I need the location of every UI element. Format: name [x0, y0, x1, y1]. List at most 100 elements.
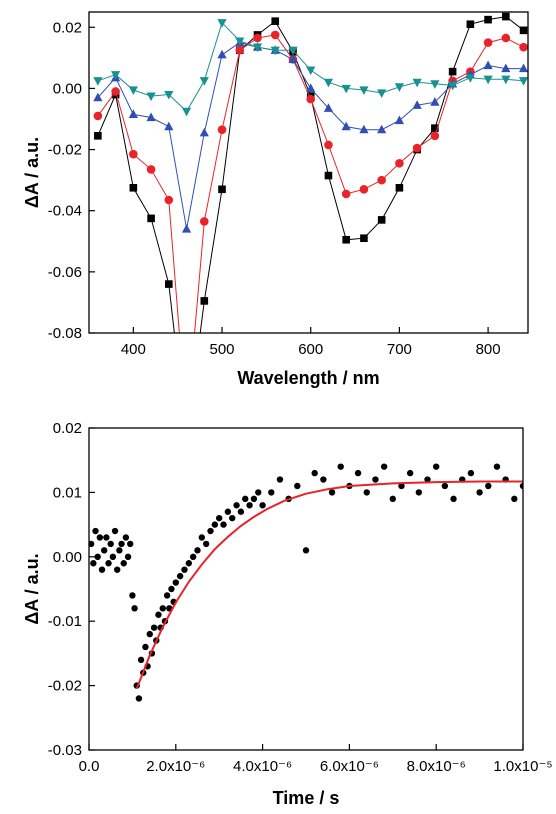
series-1-marker	[484, 15, 492, 24]
series-3-marker	[483, 60, 493, 70]
series-1-marker	[218, 185, 226, 194]
series-2-marker	[519, 42, 528, 52]
series-3-marker	[359, 124, 369, 134]
data-point	[150, 624, 158, 631]
series-4-marker	[199, 77, 209, 86]
data-point	[207, 527, 214, 535]
series-2-marker	[235, 45, 245, 55]
series-3-marker	[164, 121, 174, 131]
data-point	[168, 585, 175, 593]
series-3-marker	[306, 83, 316, 93]
series-2-marker	[377, 175, 386, 185]
data-point	[320, 476, 327, 483]
series-4-marker	[217, 19, 227, 28]
series-3-marker	[341, 121, 351, 131]
y-tick-label: 0.00	[53, 80, 82, 97]
series-4-marker	[252, 43, 263, 53]
data-point	[268, 489, 275, 496]
series-4-marker	[377, 89, 387, 99]
series-2-marker	[93, 111, 103, 121]
x-tick-label: 6.0x10⁻⁶	[320, 758, 379, 775]
series-3-marker	[288, 54, 298, 63]
data-point	[127, 540, 134, 548]
data-point	[467, 469, 475, 477]
x-tick-label: 1.0x10⁻⁵	[493, 758, 552, 775]
data-point	[433, 463, 440, 470]
x-axis-title: Wavelength / nm	[237, 368, 379, 388]
series-2-marker	[199, 217, 209, 226]
series-3-marker	[518, 63, 528, 73]
data-point	[220, 521, 227, 528]
series-4-marker	[394, 83, 405, 92]
data-point	[406, 469, 414, 477]
y-tick-label: -0.04	[48, 203, 82, 220]
series-4-marker	[235, 37, 245, 47]
series-2-marker	[253, 33, 262, 43]
data-point	[189, 553, 197, 560]
data-point	[311, 469, 318, 477]
data-point	[485, 482, 492, 490]
data-point	[92, 527, 99, 535]
y-axis-title: ΔA / a.u.	[22, 137, 42, 208]
data-point	[159, 605, 166, 612]
x-tick-label: 600	[298, 341, 323, 358]
series-3-marker	[501, 63, 511, 73]
data-point	[135, 695, 143, 702]
data-point	[116, 547, 123, 554]
data-point	[181, 566, 188, 573]
series-1-marker	[324, 171, 333, 180]
series-2-marker	[430, 131, 440, 141]
data-point	[103, 534, 110, 541]
series-2-marker	[412, 143, 422, 153]
y-tick-label: 0.00	[53, 549, 82, 566]
y-tick-label: -0.06	[48, 264, 82, 281]
series-3-marker	[93, 92, 103, 102]
data-point	[90, 560, 97, 567]
series-4-marker	[359, 86, 369, 95]
x-tick-label: 500	[210, 341, 235, 358]
y-tick-label: -0.08	[48, 325, 82, 342]
data-point	[511, 495, 518, 503]
series-4-marker	[93, 77, 103, 86]
series-4-marker	[430, 80, 440, 89]
series-3-marker	[146, 112, 156, 122]
series-4-marker	[501, 75, 511, 85]
series-1-marker	[94, 132, 102, 140]
x-tick-label: 0.0	[79, 758, 100, 775]
data-point	[155, 611, 162, 618]
spectrum-chart: 400 500 600 700 800 -0.08 -0.06 -0.04 -0.02 0.00 0…	[22, 11, 529, 388]
data-point	[229, 514, 236, 522]
x-axis-title: Time / s	[273, 788, 340, 808]
y-tick-label: 0.02	[53, 420, 82, 437]
data-point	[476, 489, 483, 496]
data-point	[294, 482, 301, 490]
data-point	[109, 553, 117, 560]
data-point	[424, 476, 431, 483]
series-3-marker	[430, 97, 440, 106]
series-3-marker	[377, 124, 387, 134]
series-4-marker	[483, 75, 493, 85]
data-point	[146, 630, 153, 638]
series-4-marker	[518, 77, 528, 86]
data-point	[107, 540, 114, 548]
series-2-marker	[129, 149, 138, 159]
data-point	[216, 514, 223, 522]
data-point	[493, 463, 501, 470]
series-4-marker	[341, 84, 351, 94]
data-point	[202, 540, 210, 548]
series-2-marker	[395, 159, 404, 168]
data-point	[98, 566, 106, 573]
data-point	[233, 502, 240, 509]
data-point	[176, 572, 184, 580]
series-4-marker	[164, 90, 174, 100]
series-4-marker	[111, 71, 121, 80]
series-1-marker	[360, 234, 368, 243]
x-tick-label: 8.0x10⁻⁶	[407, 758, 466, 775]
data-point	[114, 566, 121, 573]
data-point	[172, 579, 179, 586]
data-point	[89, 540, 95, 548]
data-point	[122, 534, 130, 541]
data-point	[185, 560, 193, 567]
series-4-marker	[448, 81, 458, 91]
